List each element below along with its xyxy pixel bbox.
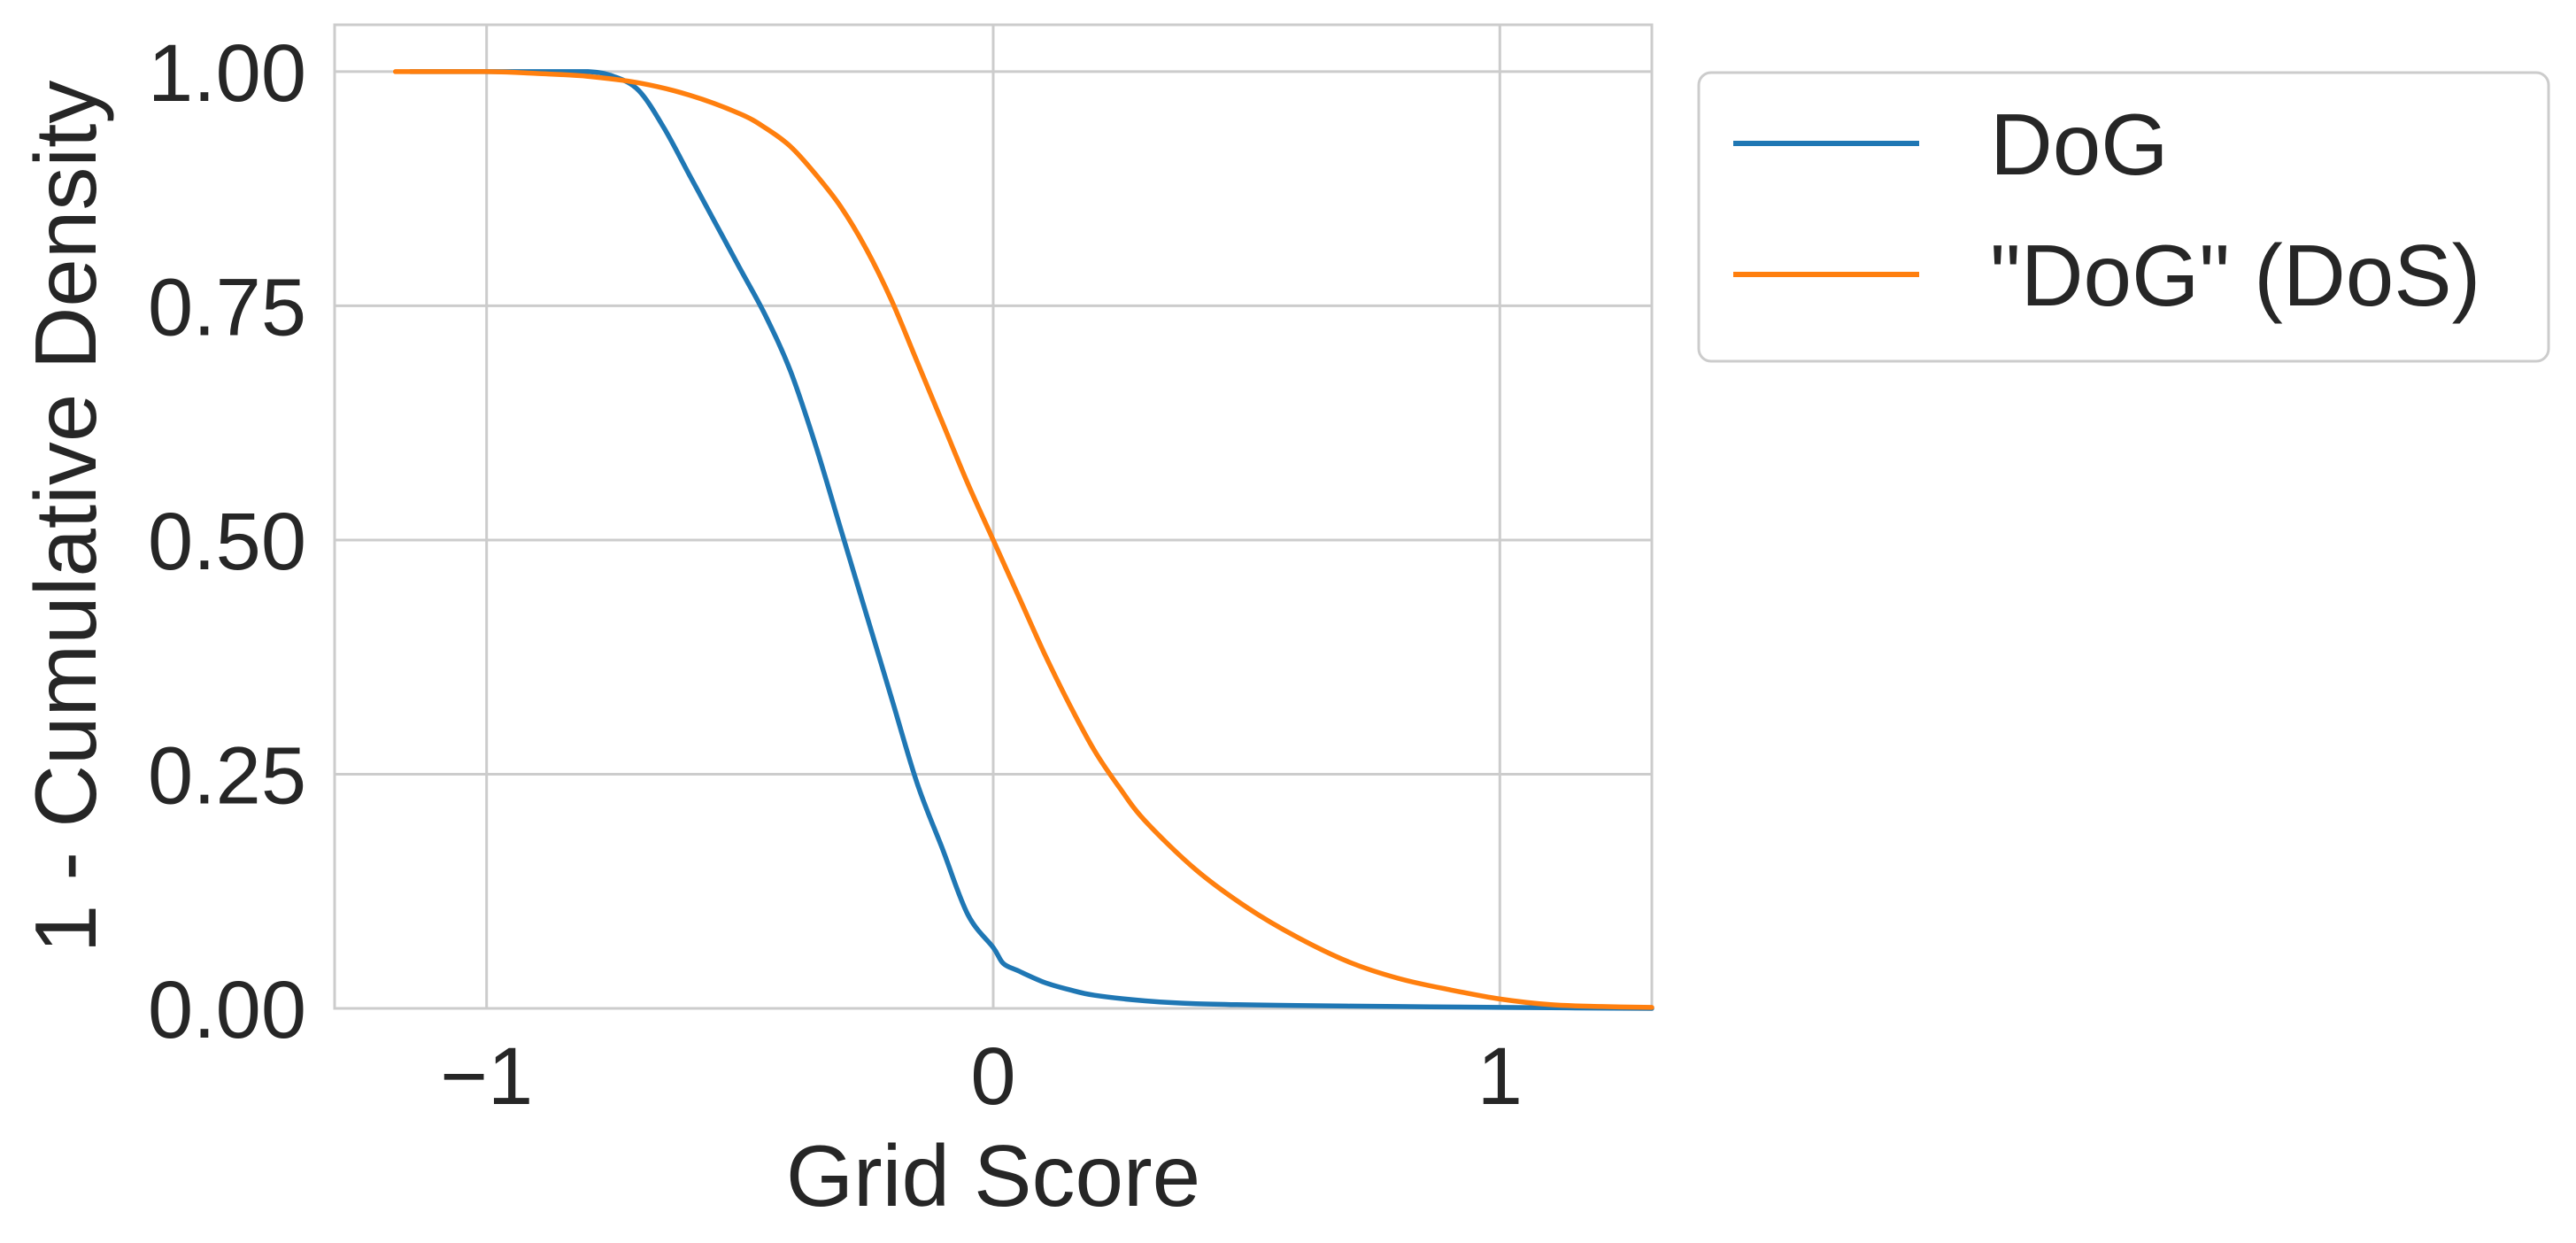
series-line-dog: [408, 69, 1654, 1011]
legend-label-dos: "DoG" (DoS): [1990, 227, 2480, 324]
y-tick-label: 1.00: [148, 28, 306, 119]
y-tick-labels: 0.00 0.25 0.50 0.75 1.00: [148, 28, 306, 1055]
legend: DoG "DoG" (DoS): [1697, 71, 2550, 363]
y-axis-label: 1 - Cumulative Density: [17, 81, 114, 953]
plot-frame: [333, 23, 1654, 1010]
x-tick-labels: −1 0 1: [440, 1031, 1523, 1122]
y-tick-label: 0.50: [148, 497, 306, 587]
grid-lines: [335, 25, 1652, 1010]
y-tick-label: 0.75: [148, 262, 306, 352]
x-tick-label: −1: [440, 1031, 533, 1122]
series-line-dos: [392, 69, 1654, 1010]
series-lines: [392, 69, 1654, 1011]
x-tick-label: 1: [1477, 1031, 1523, 1122]
legend-label-dog: DoG: [1990, 96, 2169, 193]
y-tick-label: 0.25: [148, 730, 306, 821]
x-axis-label: Grid Score: [786, 1127, 1200, 1224]
y-tick-label: 0.00: [148, 965, 306, 1055]
x-tick-label: 0: [970, 1031, 1015, 1122]
